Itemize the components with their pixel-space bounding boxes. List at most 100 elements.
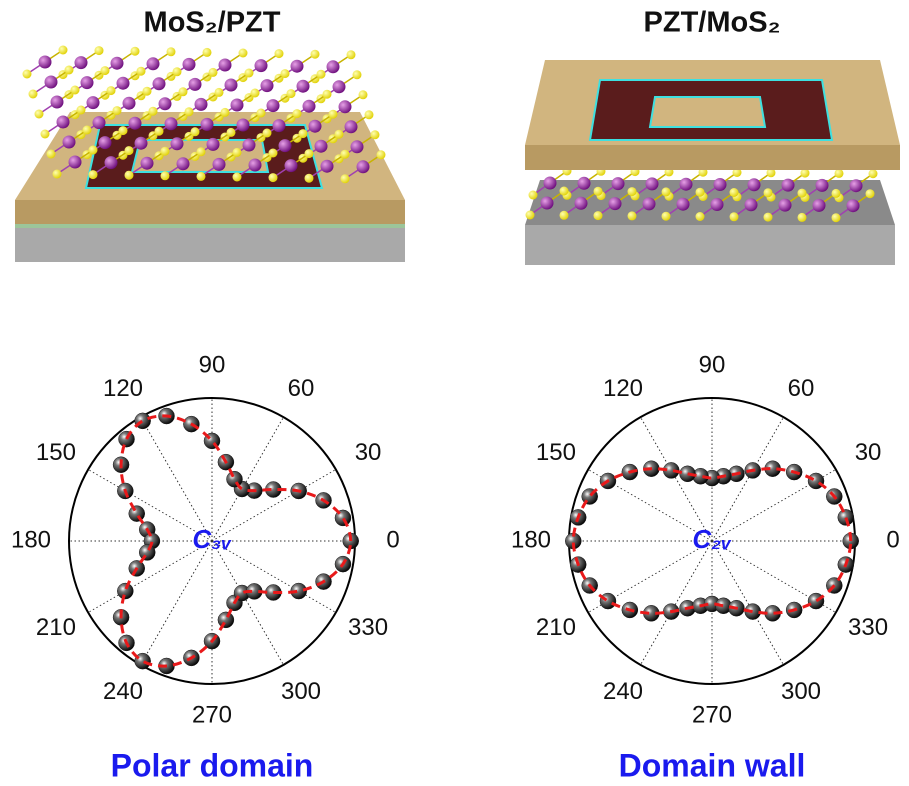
atom-s — [106, 86, 116, 96]
atom-mo — [338, 100, 352, 114]
atom-s — [831, 188, 841, 198]
atom-mo — [200, 117, 214, 131]
atom-s — [166, 47, 176, 57]
atom-s — [196, 171, 206, 181]
atom-mo — [254, 59, 268, 73]
atom-s — [763, 212, 773, 222]
atom-mo — [194, 97, 208, 111]
atom-s — [865, 189, 875, 199]
atom-mo — [128, 116, 142, 130]
atom-s — [528, 190, 538, 200]
atom-s — [64, 65, 74, 75]
atom-s — [695, 187, 705, 197]
angle-label: 270 — [192, 701, 232, 728]
atom-s — [364, 110, 374, 120]
data-point — [226, 470, 243, 488]
angle-label: 330 — [348, 614, 388, 641]
atom-mo — [224, 78, 238, 92]
atom-mo — [326, 60, 340, 74]
angle-label: 300 — [781, 678, 821, 705]
symmetry-label: C₂ᵥ — [692, 524, 732, 554]
atom-s — [661, 187, 671, 197]
atom-mo — [710, 198, 724, 211]
atom-mo — [170, 137, 184, 151]
atom-mo — [176, 157, 190, 171]
atom-s — [797, 212, 807, 222]
atom-mo — [188, 77, 202, 91]
atom-s — [214, 87, 224, 97]
atom-s — [286, 89, 296, 99]
atom-mo — [713, 178, 727, 191]
atom-s — [232, 147, 242, 157]
angle-label: 30 — [355, 439, 382, 466]
atom-mo — [212, 157, 226, 171]
atom-mo — [278, 139, 292, 153]
atom-mo — [676, 197, 690, 211]
atom-s — [310, 49, 320, 59]
atom-mo — [134, 136, 148, 150]
atom-mo — [344, 120, 358, 134]
atom-s — [76, 105, 86, 115]
chart-caption: Domain wall — [619, 747, 806, 783]
angle-label: 30 — [855, 439, 882, 466]
atom-mo — [140, 156, 154, 170]
angle-label: 210 — [536, 614, 576, 641]
atom-s — [250, 88, 260, 98]
atom-s — [130, 46, 140, 56]
atom-s — [94, 46, 104, 56]
atom-s — [370, 130, 380, 140]
atom-s — [256, 108, 266, 118]
angle-label: 300 — [281, 678, 321, 705]
angle-label: 90 — [199, 351, 226, 378]
atom-mo — [38, 55, 52, 69]
atom-s — [729, 188, 739, 197]
atom-s — [172, 67, 182, 77]
atom-s — [593, 186, 603, 196]
angle-label: 0 — [886, 526, 899, 553]
atom-mo — [540, 196, 554, 210]
atom-s — [268, 148, 278, 158]
atom-s — [627, 211, 637, 221]
angle-label: 240 — [603, 678, 643, 705]
atom-mo — [164, 117, 178, 131]
atom-s — [627, 187, 637, 197]
atom-s — [834, 168, 844, 178]
atom-mo — [608, 197, 622, 211]
atom-s — [340, 174, 350, 184]
atom-s — [184, 107, 194, 117]
atom-s — [262, 128, 272, 138]
atom-s — [559, 210, 569, 220]
angle-label: 60 — [288, 375, 315, 402]
atom-s — [142, 86, 152, 96]
spoke — [211, 540, 284, 666]
angle-label: 240 — [103, 678, 143, 705]
angle-label: 150 — [536, 439, 576, 466]
atom-mo — [314, 139, 328, 153]
angle-label: 180 — [11, 526, 51, 553]
atom-mo — [110, 56, 124, 70]
atom-s — [28, 89, 38, 99]
atom-s — [154, 126, 164, 136]
atom-mo — [44, 75, 58, 89]
angle-label: 90 — [699, 351, 726, 378]
atom-s — [274, 49, 284, 59]
atom-s — [732, 168, 742, 177]
atom-mo — [679, 177, 693, 191]
atom-s — [88, 145, 98, 155]
atom-mo — [236, 118, 250, 132]
chart-caption: Polar domain — [111, 747, 314, 783]
atom-s — [763, 188, 773, 198]
atom-s — [190, 127, 200, 137]
atom-mo — [242, 138, 256, 152]
atom-s — [868, 169, 878, 179]
atom-mo — [332, 80, 346, 94]
atom-s — [376, 150, 386, 160]
atom-s — [766, 168, 776, 178]
atom-mo — [308, 119, 322, 133]
atom-s — [46, 149, 56, 159]
atom-mo — [146, 57, 160, 71]
atom-s — [298, 129, 308, 139]
atom-s — [559, 186, 569, 196]
atom-mo — [260, 79, 274, 93]
